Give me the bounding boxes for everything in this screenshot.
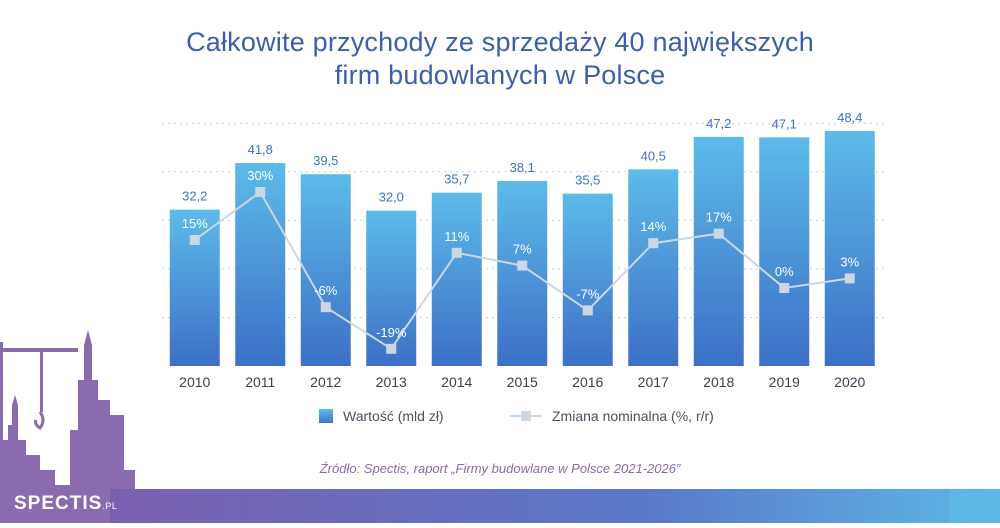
x-tick-label: 2020: [834, 374, 865, 390]
line-point-marker: [844, 273, 855, 284]
labels-layer: 32,2 2010 41,8 2011 39,5 2012 32,0 2013 35,7 2014…: [179, 110, 865, 390]
bar-value-label: 41,8: [248, 142, 273, 157]
x-tick-label: 2014: [441, 374, 472, 390]
bar-value-label: 47,2: [706, 116, 731, 131]
line-value-label: 3%: [840, 254, 859, 269]
chart-title-line2: firm budowlanych w Polsce: [334, 60, 666, 90]
bar-2018: [693, 136, 744, 366]
legend-bars-label: Wartość (mld zł): [343, 408, 444, 424]
bar-value-label: 48,4: [837, 110, 862, 125]
spectis-logo: SPECTIS.PL: [14, 493, 117, 515]
logo-name: SPECTIS: [14, 493, 103, 514]
legend-item-bars: Wartość (mld zł): [319, 408, 444, 424]
bar-value-label: 32,2: [182, 189, 207, 204]
legend-line-label: Zmiana nominalna (%, r/r): [552, 408, 714, 424]
line-value-label: 7%: [513, 242, 532, 257]
line-value-label: 30%: [247, 168, 273, 183]
bar-value-label: 47,1: [772, 116, 797, 131]
line-point-marker: [189, 235, 200, 245]
bar-value-label: 35,7: [444, 172, 469, 187]
bar-2015: [497, 181, 548, 366]
bar-2013: [366, 210, 417, 366]
legend-item-line: Zmiana nominalna (%, r/r): [510, 408, 714, 424]
bar-2019: [759, 137, 810, 366]
line-point-marker: [320, 302, 331, 313]
line-point-marker: [779, 283, 790, 293]
line-point-marker: [517, 260, 528, 271]
legend-bar-swatch: [319, 409, 333, 423]
line-value-label: 14%: [640, 219, 666, 234]
x-tick-label: 2012: [310, 374, 341, 390]
x-tick-label: 2016: [572, 374, 603, 390]
legend-line-swatch: [510, 410, 542, 422]
line-point-marker: [386, 343, 397, 354]
x-tick-label: 2013: [376, 374, 407, 390]
bar-value-label: 35,5: [575, 173, 600, 188]
bar-value-label: 40,5: [641, 148, 666, 163]
logo-suffix: .PL: [102, 501, 118, 511]
chart-title-line1: Całkowite przychody ze sprzedaży 40 najw…: [186, 27, 814, 57]
bar-value-label: 39,5: [313, 153, 338, 168]
line-value-label: -6%: [314, 283, 338, 298]
source-note: Źródło: Spectis, raport „Firmy budowlane…: [319, 461, 681, 476]
line-layer: [189, 187, 855, 354]
line-point-marker: [451, 247, 462, 258]
x-tick-label: 2010: [179, 374, 210, 390]
x-tick-label: 2018: [703, 374, 734, 390]
line-point-marker: [648, 238, 659, 249]
line-value-label: 15%: [182, 216, 208, 231]
line-point-marker: [582, 305, 593, 316]
bar-value-label: 32,0: [379, 190, 404, 205]
x-tick-label: 2011: [245, 374, 275, 390]
line-point-marker: [713, 228, 724, 239]
bar-value-label: 38,1: [510, 160, 535, 175]
bar-2017: [628, 169, 679, 366]
footer-band: [110, 489, 1000, 523]
line-value-label: -19%: [376, 325, 407, 340]
city-silhouette-illustration: [0, 330, 150, 523]
line-point-marker: [255, 187, 266, 197]
x-tick-label: 2015: [507, 374, 538, 390]
line-value-label: 17%: [706, 210, 732, 225]
bar-2010: [169, 209, 220, 366]
bar-2016: [562, 193, 613, 366]
x-tick-label: 2017: [638, 374, 669, 390]
bar-2012: [300, 174, 351, 366]
line-value-label: 11%: [444, 229, 469, 244]
bar-2014: [431, 192, 482, 366]
x-tick-label: 2019: [769, 374, 800, 390]
bars-layer: [169, 131, 875, 366]
line-value-label: -7%: [576, 286, 600, 301]
bar-2020: [824, 131, 875, 366]
line-value-label: 0%: [775, 264, 794, 279]
